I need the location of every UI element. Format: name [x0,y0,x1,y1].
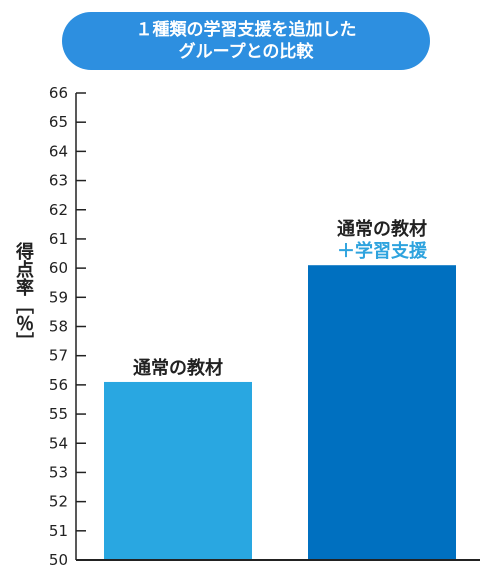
bar-label: 通常の教材 [337,218,427,240]
y-tick-label: 52 [49,493,68,511]
y-tick-label: 51 [49,522,68,540]
y-tick-label: 56 [49,376,68,394]
bar-label: ＋学習支援 [337,240,428,262]
bar-label: 通常の教材 [133,357,223,379]
chart-title-line-2: グループとの比較 [178,42,314,62]
y-axis-label: 得点率［％］ [13,242,34,350]
bar [308,265,456,560]
y-tick-label: 57 [49,347,68,365]
y-tick-label: 55 [49,405,68,423]
y-tick-label: 53 [49,463,68,481]
y-tick-label: 65 [49,113,68,131]
y-tick-label: 66 [49,84,68,102]
y-tick-label: 64 [49,142,68,160]
chart-title: １種類の学習支援を追加した グループとの比較 [62,12,430,70]
y-tick-label: 58 [49,318,68,336]
y-tick-label: 54 [49,434,68,452]
bar [104,381,252,560]
y-tick-label: 60 [49,259,68,277]
y-tick-label: 50 [49,551,68,569]
y-tick-label: 63 [49,172,68,190]
y-tick-label: 62 [49,201,68,219]
chart-title-line-1: １種類の学習支援を追加した [135,20,357,40]
y-tick-label: 59 [49,288,68,306]
y-tick-label: 61 [49,230,68,248]
